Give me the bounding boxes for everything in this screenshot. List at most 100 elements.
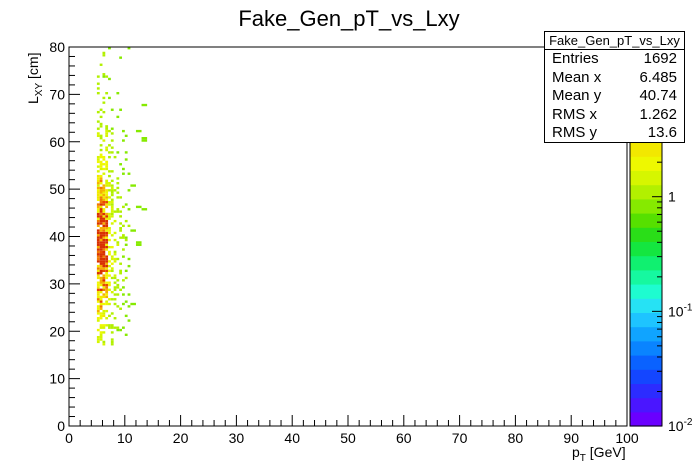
histogram-bin bbox=[99, 236, 103, 239]
histogram-bin bbox=[105, 132, 109, 135]
histogram-bin bbox=[99, 264, 103, 268]
histogram-bin bbox=[96, 234, 100, 237]
histogram-bin bbox=[110, 205, 114, 209]
histogram-bin bbox=[102, 343, 106, 346]
histogram-bin bbox=[135, 243, 142, 246]
histogram-bin bbox=[96, 215, 100, 218]
histogram-bin bbox=[110, 184, 114, 187]
histogram-bin bbox=[119, 262, 123, 265]
histogram-bin bbox=[108, 96, 111, 100]
histogram-bin bbox=[113, 155, 117, 159]
x-tick-label: 10 bbox=[117, 430, 133, 446]
histogram-bin bbox=[96, 191, 100, 194]
histogram-bin bbox=[108, 324, 111, 327]
histogram-bin bbox=[119, 56, 123, 59]
histogram-bin bbox=[99, 203, 103, 206]
histogram-bin bbox=[99, 272, 103, 275]
histogram-bin bbox=[96, 317, 100, 320]
histogram-bin bbox=[96, 255, 100, 258]
histogram-bin bbox=[105, 293, 109, 296]
histogram-bin bbox=[122, 236, 125, 239]
z-tick-label: 10-2 bbox=[668, 417, 693, 434]
stats-rmsx-value: 1.262 bbox=[639, 105, 677, 123]
histogram-bin bbox=[124, 269, 128, 273]
histogram-bin bbox=[102, 238, 106, 242]
histogram-bin bbox=[99, 250, 103, 254]
histogram-bin bbox=[113, 276, 117, 280]
histogram-bin bbox=[102, 219, 106, 223]
histogram-bin bbox=[108, 229, 111, 232]
histogram-bin bbox=[108, 203, 111, 206]
histogram-bin bbox=[96, 186, 100, 190]
histogram-bin bbox=[108, 245, 111, 249]
histogram-bin bbox=[105, 234, 109, 237]
histogram-bin bbox=[127, 224, 131, 228]
histogram-bin bbox=[102, 203, 106, 206]
histogram-bin bbox=[105, 217, 109, 220]
palette-band bbox=[630, 326, 662, 342]
histogram-bin bbox=[99, 300, 103, 303]
histogram-bin bbox=[105, 127, 109, 130]
histogram-bin bbox=[102, 293, 106, 296]
stats-row-rmsx: RMS x 1.262 bbox=[545, 106, 684, 125]
histogram-bin bbox=[99, 279, 103, 282]
histogram-bin bbox=[124, 219, 128, 223]
histogram-bin bbox=[96, 241, 100, 244]
histogram-bin bbox=[105, 205, 109, 209]
histogram-bin bbox=[110, 215, 114, 218]
palette-band bbox=[630, 170, 662, 186]
histogram-bin bbox=[96, 236, 100, 239]
histogram-bin bbox=[96, 212, 100, 216]
histogram-bin bbox=[105, 283, 109, 287]
histogram-bin bbox=[105, 288, 109, 291]
histogram-bin bbox=[99, 63, 103, 66]
histogram-bin bbox=[110, 132, 114, 135]
histogram-bin bbox=[96, 177, 100, 180]
histogram-bin bbox=[102, 312, 106, 315]
histogram-bin bbox=[110, 276, 114, 280]
histogram-bin bbox=[99, 302, 103, 306]
histogram-bin bbox=[102, 340, 106, 344]
histogram-bin bbox=[96, 248, 100, 251]
histogram-bin bbox=[116, 286, 120, 289]
histogram-bin bbox=[105, 238, 109, 242]
palette-band bbox=[630, 156, 662, 171]
histogram-bin bbox=[96, 184, 100, 187]
histogram-bin bbox=[102, 191, 106, 194]
histogram-bin bbox=[119, 272, 123, 275]
histogram-bin bbox=[119, 229, 123, 232]
histogram-bin bbox=[96, 222, 100, 225]
x-tick-label: 30 bbox=[229, 430, 245, 446]
histogram-bin bbox=[96, 120, 100, 123]
palette-band bbox=[630, 198, 662, 214]
histogram-bin bbox=[116, 191, 120, 194]
histogram-bin bbox=[102, 264, 106, 268]
y-tick-label: 70 bbox=[49, 86, 65, 102]
histogram-bin bbox=[105, 212, 109, 216]
stats-rmsy-value: 13.6 bbox=[647, 124, 677, 141]
histogram-bin bbox=[110, 179, 114, 183]
histogram-bin bbox=[110, 139, 114, 142]
histogram-bin bbox=[108, 283, 111, 287]
histogram-bin bbox=[96, 179, 100, 183]
histogram-bin bbox=[116, 186, 120, 190]
palette-band bbox=[630, 241, 662, 257]
histogram-bin bbox=[96, 229, 100, 232]
histogram-bin bbox=[102, 208, 106, 211]
histogram-bin bbox=[96, 319, 100, 322]
histogram-bin bbox=[116, 151, 120, 154]
histogram-bin bbox=[102, 212, 106, 216]
histogram-bin bbox=[105, 260, 109, 263]
histogram-bin bbox=[96, 338, 100, 341]
y-tick-label: 80 bbox=[49, 39, 65, 55]
histogram-bin bbox=[105, 179, 109, 183]
histogram-bin bbox=[122, 172, 125, 175]
histogram-bin bbox=[105, 222, 109, 225]
histogram-bin bbox=[102, 163, 106, 166]
histogram-bin bbox=[102, 262, 106, 265]
histogram-bin bbox=[99, 227, 103, 230]
histogram-bin bbox=[105, 227, 109, 230]
histogram-bin bbox=[141, 208, 148, 211]
histogram-bin bbox=[96, 155, 100, 159]
